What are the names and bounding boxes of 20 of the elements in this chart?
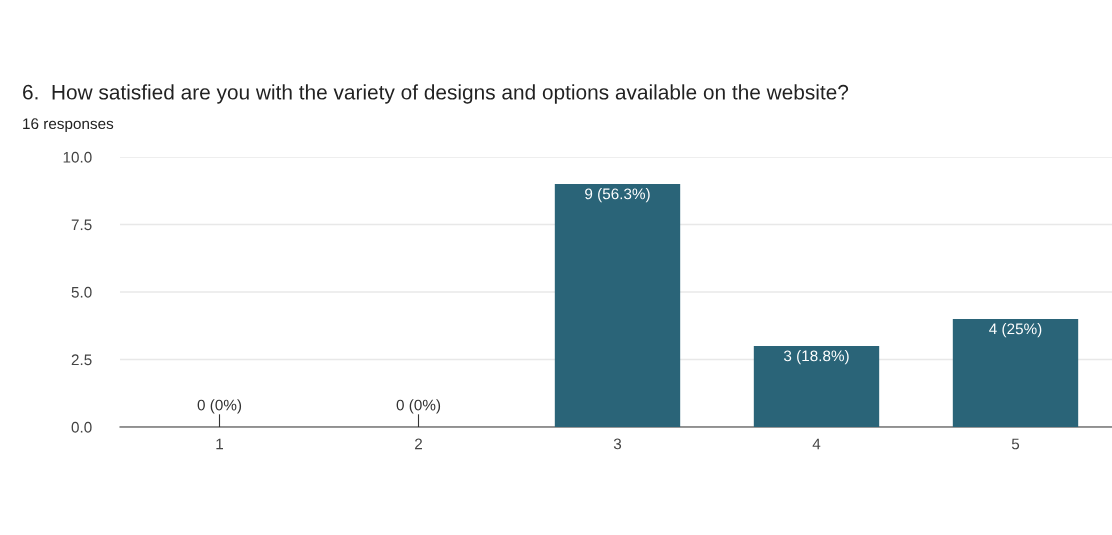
y-tick-label: 5.0 (71, 286, 92, 298)
bar (753, 346, 880, 427)
y-tick-label: 0.0 (71, 421, 92, 433)
x-tick-label: 2 (415, 438, 422, 450)
x-tick-label: 4 (812, 438, 821, 450)
chart-subtitle: 16 responses (23, 118, 114, 133)
data-label: 4 (25%) (989, 323, 1042, 338)
bar (554, 184, 681, 427)
x-tick-label: 5 (1011, 438, 1020, 450)
bar (952, 319, 1079, 427)
data-label: 9 (56.3%) (585, 188, 650, 203)
y-tick-label: 2.5 (71, 354, 92, 366)
x-tick-label: 1 (216, 438, 223, 450)
data-label: 3 (18.8%) (783, 350, 849, 365)
chart-title: 6. How satisfied are you with the variety of designs and options available on the website? (23, 84, 849, 104)
y-tick-label: 10.0 (63, 151, 92, 163)
y-tick-label: 7.5 (71, 219, 92, 231)
data-label: 0 (0%) (197, 399, 242, 414)
x-tick-label: 3 (613, 438, 622, 450)
data-label: 0 (0%) (396, 399, 441, 414)
